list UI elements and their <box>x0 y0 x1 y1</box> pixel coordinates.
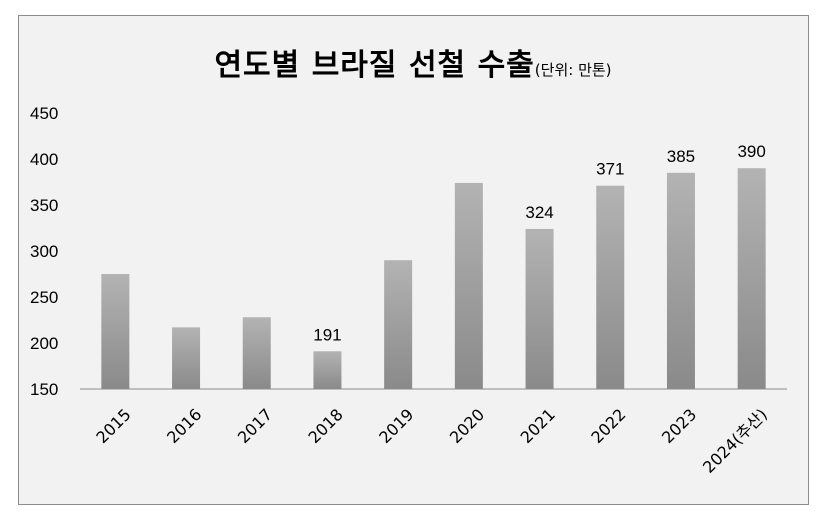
y-tick-label: 300 <box>30 242 58 261</box>
x-tick-label: 2020 <box>446 405 488 447</box>
x-tick-label: 2019 <box>375 405 417 447</box>
y-tick-label: 200 <box>30 334 58 353</box>
y-tick-label: 250 <box>30 288 58 307</box>
data-label: 385 <box>667 147 695 166</box>
bar-2018 <box>313 351 342 389</box>
bar-2016 <box>172 327 201 389</box>
chart-title-unit: (단위: 만톤) <box>534 61 612 79</box>
chart-title: 연도별 브라질 선철 수출(단위: 만톤) <box>0 40 826 84</box>
bar-2017 <box>242 317 271 389</box>
bar-2021 <box>525 228 554 389</box>
data-labels: 191 324 371 385 390 <box>313 142 766 344</box>
x-tick-label: 2024(추산) <box>699 405 771 477</box>
bar-2023 <box>666 172 695 389</box>
bar-2019 <box>384 260 413 389</box>
bar-2020 <box>454 182 483 389</box>
bar-2022 <box>596 185 625 389</box>
y-tick-label: 450 <box>30 104 58 123</box>
data-label: 371 <box>596 160 624 179</box>
data-label: 324 <box>525 203 553 222</box>
bar-2024(추산) <box>737 168 766 389</box>
y-tick-label: 150 <box>30 380 58 399</box>
x-tick-label: 2021 <box>517 405 559 447</box>
y-tick-label: 350 <box>30 196 58 215</box>
bar-2015 <box>101 274 130 389</box>
chart-title-main: 연도별 브라질 선철 수출 <box>214 48 535 83</box>
x-tick-label: 2018 <box>305 405 347 447</box>
x-tick-label: 2015 <box>92 405 134 447</box>
bars <box>101 168 766 389</box>
y-tick-label: 400 <box>30 150 58 169</box>
x-tick-label: 2022 <box>587 405 629 447</box>
x-tick-label: 2016 <box>163 405 205 447</box>
data-label: 390 <box>737 142 765 161</box>
x-tick-label: 2017 <box>234 405 276 447</box>
x-tick-label: 2023 <box>658 405 700 447</box>
y-axis-ticks: 150 200 250 300 350 400 450 <box>30 104 58 399</box>
x-axis-labels: 2015 2016 2017 2018 2019 2020 2021 2022 20232024… <box>92 405 771 477</box>
data-label: 191 <box>313 325 341 344</box>
